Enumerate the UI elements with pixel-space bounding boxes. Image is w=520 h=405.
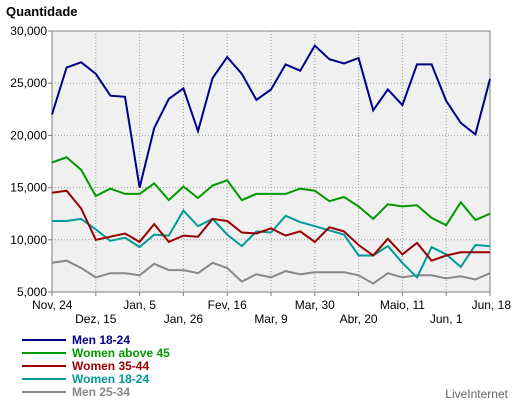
y-axis-title: Quantidade [6,4,78,19]
series-line [51,44,491,188]
y-axis-ticks: 5,000 10,000 15,000 20,000 25,000 30,000 [10,24,52,299]
y-tick-label: 10,000 [10,233,47,247]
legend-label: Men 25-34 [72,385,130,399]
series-lines [51,44,491,285]
x-tick-label: Jan, 26 [164,312,204,326]
x-tick-label: Nov, 24 [32,298,73,312]
x-tick-label: Mar, 9 [254,312,288,326]
legend-label: Women 35-44 [72,359,149,373]
x-tick-label: Jun, 1 [430,312,463,326]
x-tick-label: Jan, 5 [123,298,156,312]
grid [52,31,490,292]
y-tick-label: 5,000 [17,285,47,299]
x-tick-label: Dez, 15 [75,312,117,326]
legend-label: Men 18-24 [72,333,130,347]
x-tick-label: Mar, 30 [295,298,335,312]
x-tick-label: Abr, 20 [340,312,378,326]
series-line [51,189,490,262]
brand-label: LiveInternet [445,387,508,401]
y-tick-label: 20,000 [10,128,47,142]
y-tick-label: 15,000 [10,181,47,195]
x-tick-label: Maio, 11 [380,298,425,312]
plot-area [51,30,491,293]
series-line [52,208,491,280]
y-tick-label: 25,000 [10,76,47,90]
x-tick-label: Fev, 16 [208,298,247,312]
y-tick-label: 30,000 [10,24,47,38]
series-line [51,156,491,227]
x-tick-label: Jun, 18 [472,298,512,312]
legend-label: Women 18-24 [72,372,149,386]
legend-label: Women above 45 [72,346,170,360]
